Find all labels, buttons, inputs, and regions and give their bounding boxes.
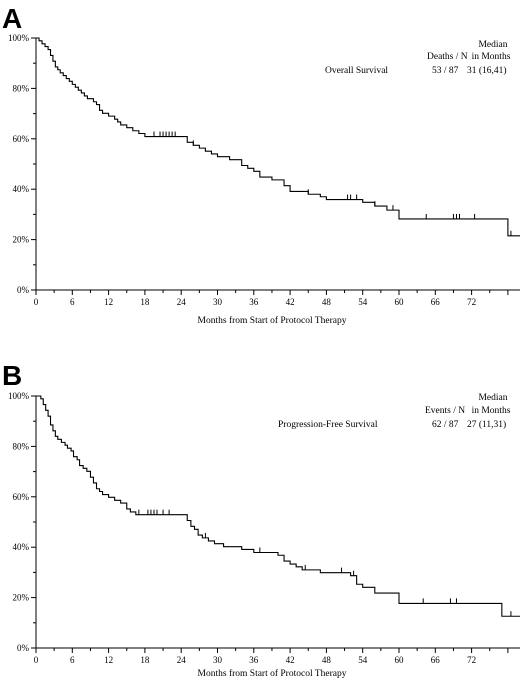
- survival-step-line-b: [36, 395, 520, 617]
- legend-b-events-header: Events / N: [425, 406, 465, 416]
- x-tick-label-b: 72: [467, 655, 476, 665]
- x-tick-label-b: 0: [34, 655, 39, 665]
- ticks-a: 0% 20% 40% 60% 80% 100% 0 6 12 18 24 30 36 42 48 54 60 66…: [8, 33, 509, 307]
- y-tick-label-b: 40%: [13, 542, 30, 552]
- x-axis-label-b: Months from Start of Protocol Therapy: [198, 668, 347, 679]
- x-tick-label-a: 54: [358, 297, 368, 307]
- legend-b-in-months-header: in Months: [472, 406, 511, 416]
- y-tick-label-a: 20%: [13, 235, 30, 245]
- x-tick-label-a: 30: [213, 297, 223, 307]
- x-tick-label-b: 24: [177, 655, 187, 665]
- y-tick-label-b: 20%: [13, 593, 30, 603]
- y-tick-label-b: 80%: [13, 441, 30, 451]
- x-tick-label-a: 72: [467, 297, 476, 307]
- x-tick-label-b: 18: [140, 655, 150, 665]
- y-tick-label-b: 100%: [8, 391, 30, 401]
- x-tick-label-b: 6: [70, 655, 75, 665]
- survival-curve-a: [36, 37, 520, 237]
- x-tick-label-a: 48: [322, 297, 332, 307]
- legend-a-median-header: Median: [478, 40, 507, 50]
- x-tick-label-b: 66: [431, 655, 441, 665]
- x-tick-label-b: 54: [358, 655, 368, 665]
- ticks-b: 0% 20% 40% 60% 80% 100% 0 6 12 18 24 30 36 42 48 54 60 66…: [8, 391, 509, 665]
- x-tick-label-b: 48: [322, 655, 332, 665]
- x-tick-label-b: 12: [104, 655, 113, 665]
- x-tick-label-a: 60: [395, 297, 405, 307]
- y-tick-label-a: 0%: [17, 285, 30, 295]
- legend-b-median-header: Median: [478, 393, 507, 403]
- chart-panel-a: A 0% 20% 40% 60% 80% 100% 0 6 12 18 24 30 36 42 48 54 60…: [2, 3, 520, 326]
- y-tick-label-a: 100%: [8, 33, 30, 43]
- legend-b-median-value: 27 (11,31): [467, 419, 506, 430]
- x-tick-label-a: 0: [34, 297, 39, 307]
- y-tick-label-a: 60%: [13, 134, 30, 144]
- x-tick-label-b: 60: [395, 655, 405, 665]
- y-tick-label-b: 60%: [13, 492, 30, 502]
- y-tick-label-a: 80%: [13, 83, 30, 93]
- y-tick-label-a: 40%: [13, 184, 30, 194]
- legend-a-in-months-header: in Months: [472, 52, 511, 62]
- x-tick-label-a: 36: [249, 297, 259, 307]
- legend-a-series-label: Overall Survival: [325, 66, 388, 76]
- x-tick-label-b: 30: [213, 655, 223, 665]
- panel-label-a: A: [2, 3, 22, 34]
- censor-marks-a: [153, 131, 512, 236]
- x-tick-label-a: 42: [286, 297, 295, 307]
- legend-a-count: 53 / 87: [432, 66, 459, 76]
- chart-panel-b: B 0% 20% 40% 60% 80% 100% 0 6 12 18 24 30 36 42 48 54 60…: [2, 360, 520, 679]
- x-tick-label-a: 66: [431, 297, 441, 307]
- x-tick-label-a: 6: [70, 297, 75, 307]
- legend-b-count: 62 / 87: [432, 420, 459, 430]
- legend-a-median-value: 31 (16,41): [467, 65, 507, 76]
- panel-label-b: B: [2, 360, 22, 391]
- axes-b: [35, 396, 520, 649]
- survival-step-line-a: [36, 37, 520, 237]
- x-tick-label-b: 42: [286, 655, 295, 665]
- x-axis-label-a: Months from Start of Protocol Therapy: [198, 315, 347, 326]
- x-tick-label-a: 18: [140, 297, 150, 307]
- legend-a-deaths-header: Deaths / N: [427, 52, 468, 62]
- censor-marks-b: [138, 509, 512, 617]
- y-tick-label-b: 0%: [17, 643, 30, 653]
- x-tick-label-b: 36: [249, 655, 259, 665]
- survival-curve-b: [36, 395, 520, 617]
- x-tick-label-a: 24: [177, 297, 187, 307]
- x-tick-label-a: 12: [104, 297, 113, 307]
- legend-b-series-label: Progression-Free Survival: [278, 420, 378, 430]
